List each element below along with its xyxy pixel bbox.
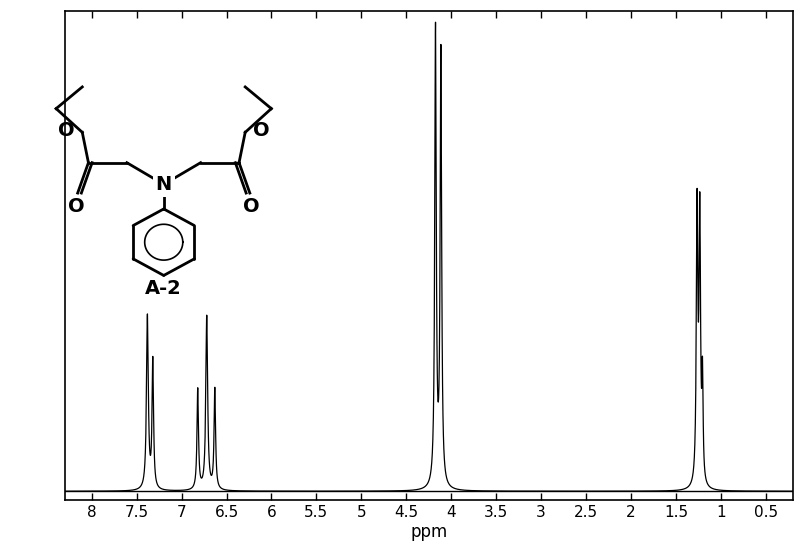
- Text: O: O: [58, 121, 74, 140]
- Text: A-2: A-2: [146, 279, 182, 298]
- Text: N: N: [155, 175, 172, 194]
- Text: O: O: [243, 197, 260, 216]
- Text: O: O: [253, 121, 269, 140]
- X-axis label: ppm: ppm: [410, 523, 447, 541]
- Text: O: O: [68, 197, 84, 216]
